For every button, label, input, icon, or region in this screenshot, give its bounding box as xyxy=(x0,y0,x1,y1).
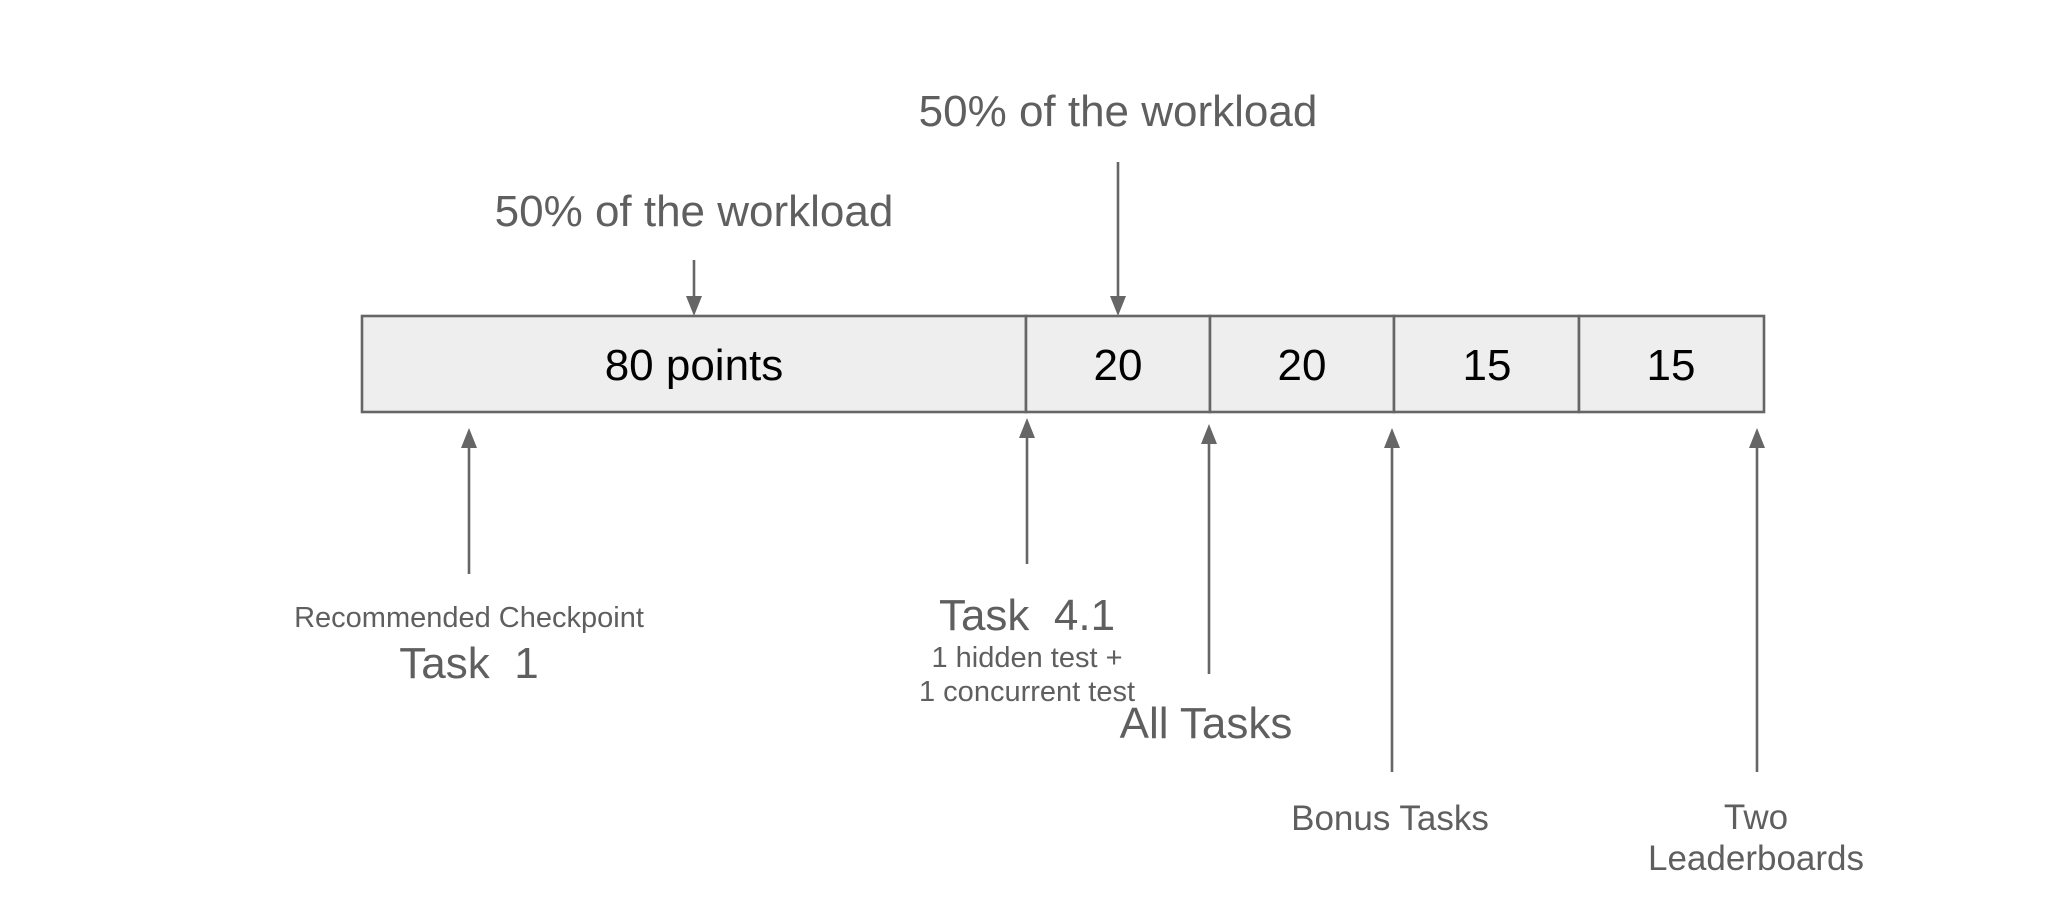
bonus-tasks-label: Bonus Tasks xyxy=(1291,799,1489,838)
checkpoint-arrow-head xyxy=(461,428,477,448)
segment-1-label: 80 points xyxy=(605,341,784,390)
task41-arrow-head xyxy=(1019,418,1035,438)
task41-detail-line1: 1 hidden test + xyxy=(931,642,1122,674)
leaderboards-label-line2: Leaderboards xyxy=(1648,839,1864,878)
all-tasks-annotation: All Tasks xyxy=(1120,424,1293,748)
top-annotation-first: 50% of the workload xyxy=(495,187,894,316)
segment-2-box xyxy=(1024,314,1212,414)
top-annotation-second: 50% of the workload xyxy=(919,87,1318,316)
leaderboards-arrow-head xyxy=(1749,428,1765,448)
segment-3-label: 20 xyxy=(1278,341,1327,390)
workload-arrow-second-head xyxy=(1110,296,1126,316)
leaderboards-annotation: Two Leaderboards xyxy=(1648,428,1864,878)
segment-5-label: 15 xyxy=(1647,341,1696,390)
bonus-annotation: Bonus Tasks xyxy=(1291,428,1489,838)
workload-label-second: 50% of the workload xyxy=(919,87,1318,136)
checkpoint-task-title: Task 1 xyxy=(399,639,538,688)
workload-label-first: 50% of the workload xyxy=(495,187,894,236)
bonus-arrow-head xyxy=(1384,428,1400,448)
checkpoint-annotation: Recommended Checkpoint Task 1 xyxy=(294,428,644,688)
segment-2-label: 20 xyxy=(1094,341,1143,390)
task41-title: Task 4.1 xyxy=(939,591,1115,640)
all-tasks-label: All Tasks xyxy=(1120,699,1293,748)
points-bar: 80 points 20 20 15 15 xyxy=(360,314,1766,414)
workload-arrow-first-head xyxy=(686,296,702,316)
checkpoint-caption: Recommended Checkpoint xyxy=(294,602,644,634)
task41-annotation: Task 4.1 1 hidden test + 1 concurrent te… xyxy=(919,418,1135,708)
segment-3-box xyxy=(1208,314,1396,414)
task41-detail-line2: 1 concurrent test xyxy=(919,676,1135,708)
segment-4-label: 15 xyxy=(1463,341,1512,390)
segment-5-box xyxy=(1577,314,1766,414)
leaderboards-label-line1: Two xyxy=(1724,798,1788,837)
all-tasks-arrow-head xyxy=(1201,424,1217,444)
segment-1-box xyxy=(360,314,1028,414)
